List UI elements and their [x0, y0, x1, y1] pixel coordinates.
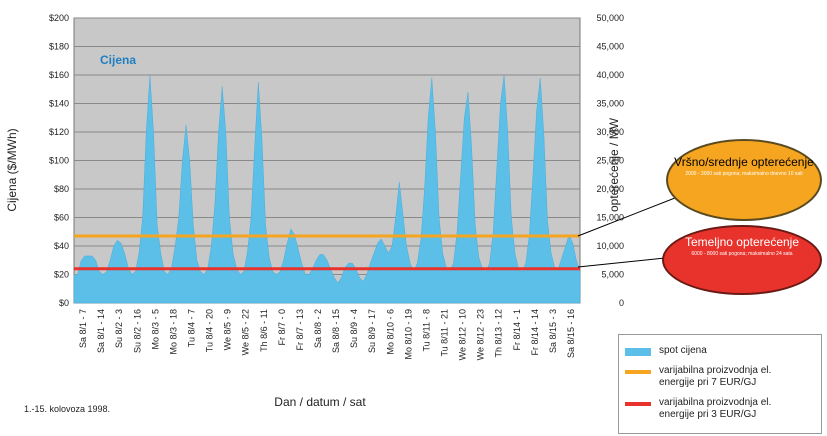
x-tick-label: Th 8/13 - 12 [494, 309, 504, 358]
y-axis-ticks: $0 $20 $40 $60 $80 $100 $120 $140 $160 $180 $200 [49, 13, 69, 308]
y-tick-label: $40 [54, 241, 69, 251]
chart-legend: spot cijena varijabilna proizvodnja el. … [618, 334, 822, 434]
x-tick-label: Mo 8/10 - 6 [385, 309, 395, 355]
x-tick-label: Sa 8/1 - 14 [96, 309, 106, 353]
y2-tick-label: 0 [619, 298, 624, 308]
x-tick-label: Su 8/9 - 17 [367, 309, 377, 353]
x-axis-label: Dan / datum / sat [274, 395, 366, 409]
x-tick-label: Sa 8/15 - 3 [548, 309, 558, 353]
x-tick-label: Sa 8/8 - 15 [331, 309, 341, 353]
y-tick-label: $100 [49, 156, 69, 166]
y2-tick-label: 30,000 [596, 127, 624, 137]
y2-tick-label: 40,000 [596, 70, 624, 80]
base-load-sub: 6000 - 8000 sati pogona; maksimalno 24 s… [691, 251, 793, 257]
x-tick-label: Mo 8/3 - 5 [150, 309, 160, 350]
peak-load-title: Vršno/srednje opterećenje [674, 155, 814, 169]
legend-item-spot: spot cijena [625, 345, 809, 357]
x-tick-label: We 8/5 - 22 [241, 309, 251, 355]
y-tick-label: $140 [49, 99, 69, 109]
x-tick-label: Th 8/6 - 11 [259, 309, 269, 352]
y2-axis-label: opterećenje / MW [607, 117, 621, 212]
y2-axis-ticks: 0 5,000 10,000 15,000 20,000 25,000 30,000 35,0… [596, 13, 624, 308]
x-tick-label: Tu 8/11 - 21 [440, 309, 450, 357]
base-load-title: Temeljno opterećenje [684, 235, 800, 249]
y-tick-label: $180 [49, 42, 69, 52]
x-tick-label: Fr 8/7 - 13 [295, 309, 305, 351]
legend-item-3eur: varijabilna proizvodnja el. energije pri… [625, 397, 809, 421]
chart-title: Cijena [100, 53, 136, 67]
legend-label-spot: spot cijena [659, 345, 707, 356]
date-range-footnote: 1.-15. kolovoza 1998. [24, 404, 111, 414]
legend-label-3eur: varijabilna proizvodnja el. energije pri… [659, 397, 772, 420]
x-tick-label: Sa 8/1 - 7 [78, 309, 88, 348]
y-tick-label: $0 [59, 298, 69, 308]
y-axis-label: Cijena ($/MWh) [5, 128, 19, 211]
x-tick-label: Mo 8/3 - 18 [168, 309, 178, 355]
y2-tick-label: 20,000 [596, 184, 624, 194]
x-tick-label: We 8/5 - 9 [223, 309, 233, 350]
y2-tick-label: 25,000 [596, 156, 624, 166]
x-tick-label: Su 8/2 - 16 [132, 309, 142, 353]
x-tick-label: Fr 8/14 - 14 [530, 309, 540, 356]
x-tick-label: Su 8/9 - 4 [349, 309, 359, 348]
y-tick-label: $120 [49, 127, 69, 137]
y2-tick-label: 10,000 [596, 241, 624, 251]
y2-tick-label: 5,000 [601, 270, 624, 280]
y2-tick-label: 45,000 [596, 42, 624, 52]
callout-connector-peak [577, 195, 681, 237]
x-tick-label: Sa 8/8 - 2 [313, 309, 323, 348]
x-tick-label: Fr 8/14 - 1 [512, 309, 522, 351]
legend-swatch-spot [625, 348, 651, 356]
y-tick-label: $160 [49, 70, 69, 80]
y2-tick-label: 35,000 [596, 99, 624, 109]
x-tick-label: Fr 8/7 - 0 [277, 309, 287, 346]
peak-load-sub: 2000 - 3000 sati pogona; maksimalno dnev… [685, 171, 803, 177]
peak-load-callout: Vršno/srednje opterećenje 2000 - 3000 sa… [666, 139, 822, 221]
y2-tick-label: 15,000 [596, 213, 624, 223]
x-tick-label: Sa 8/15 - 16 [566, 309, 576, 358]
y-tick-label: $200 [49, 13, 69, 23]
y-tick-label: $80 [54, 184, 69, 194]
x-tick-label: Tu 8/4 - 7 [187, 309, 197, 347]
x-tick-label: Tu 8/11 - 8 [421, 309, 431, 352]
x-tick-label: Mo 8/10 - 19 [403, 309, 413, 360]
y2-tick-label: 50,000 [596, 13, 624, 23]
x-tick-label: We 8/12 - 10 [458, 309, 468, 360]
x-tick-label: We 8/12 - 23 [476, 309, 486, 360]
y-tick-label: $60 [54, 213, 69, 223]
y-tick-label: $20 [54, 270, 69, 280]
legend-swatch-7eur [625, 370, 651, 374]
spot-price-area [73, 74, 581, 304]
legend-label-7eur: varijabilna proizvodnja el. energije pri… [659, 365, 772, 388]
callout-connector-base [577, 257, 666, 268]
legend-swatch-3eur [625, 402, 651, 406]
base-load-callout: Temeljno opterećenje 6000 - 8000 sati po… [662, 225, 822, 295]
x-tick-label: Tu 8/4 - 20 [205, 309, 215, 352]
legend-item-7eur: varijabilna proizvodnja el. energije pri… [625, 365, 809, 389]
x-axis-ticks: Sa 8/1 - 7 Sa 8/1 - 14 Su 8/2 - 3 Su 8/2 - … [78, 309, 576, 360]
x-tick-label: Su 8/2 - 3 [114, 309, 124, 348]
